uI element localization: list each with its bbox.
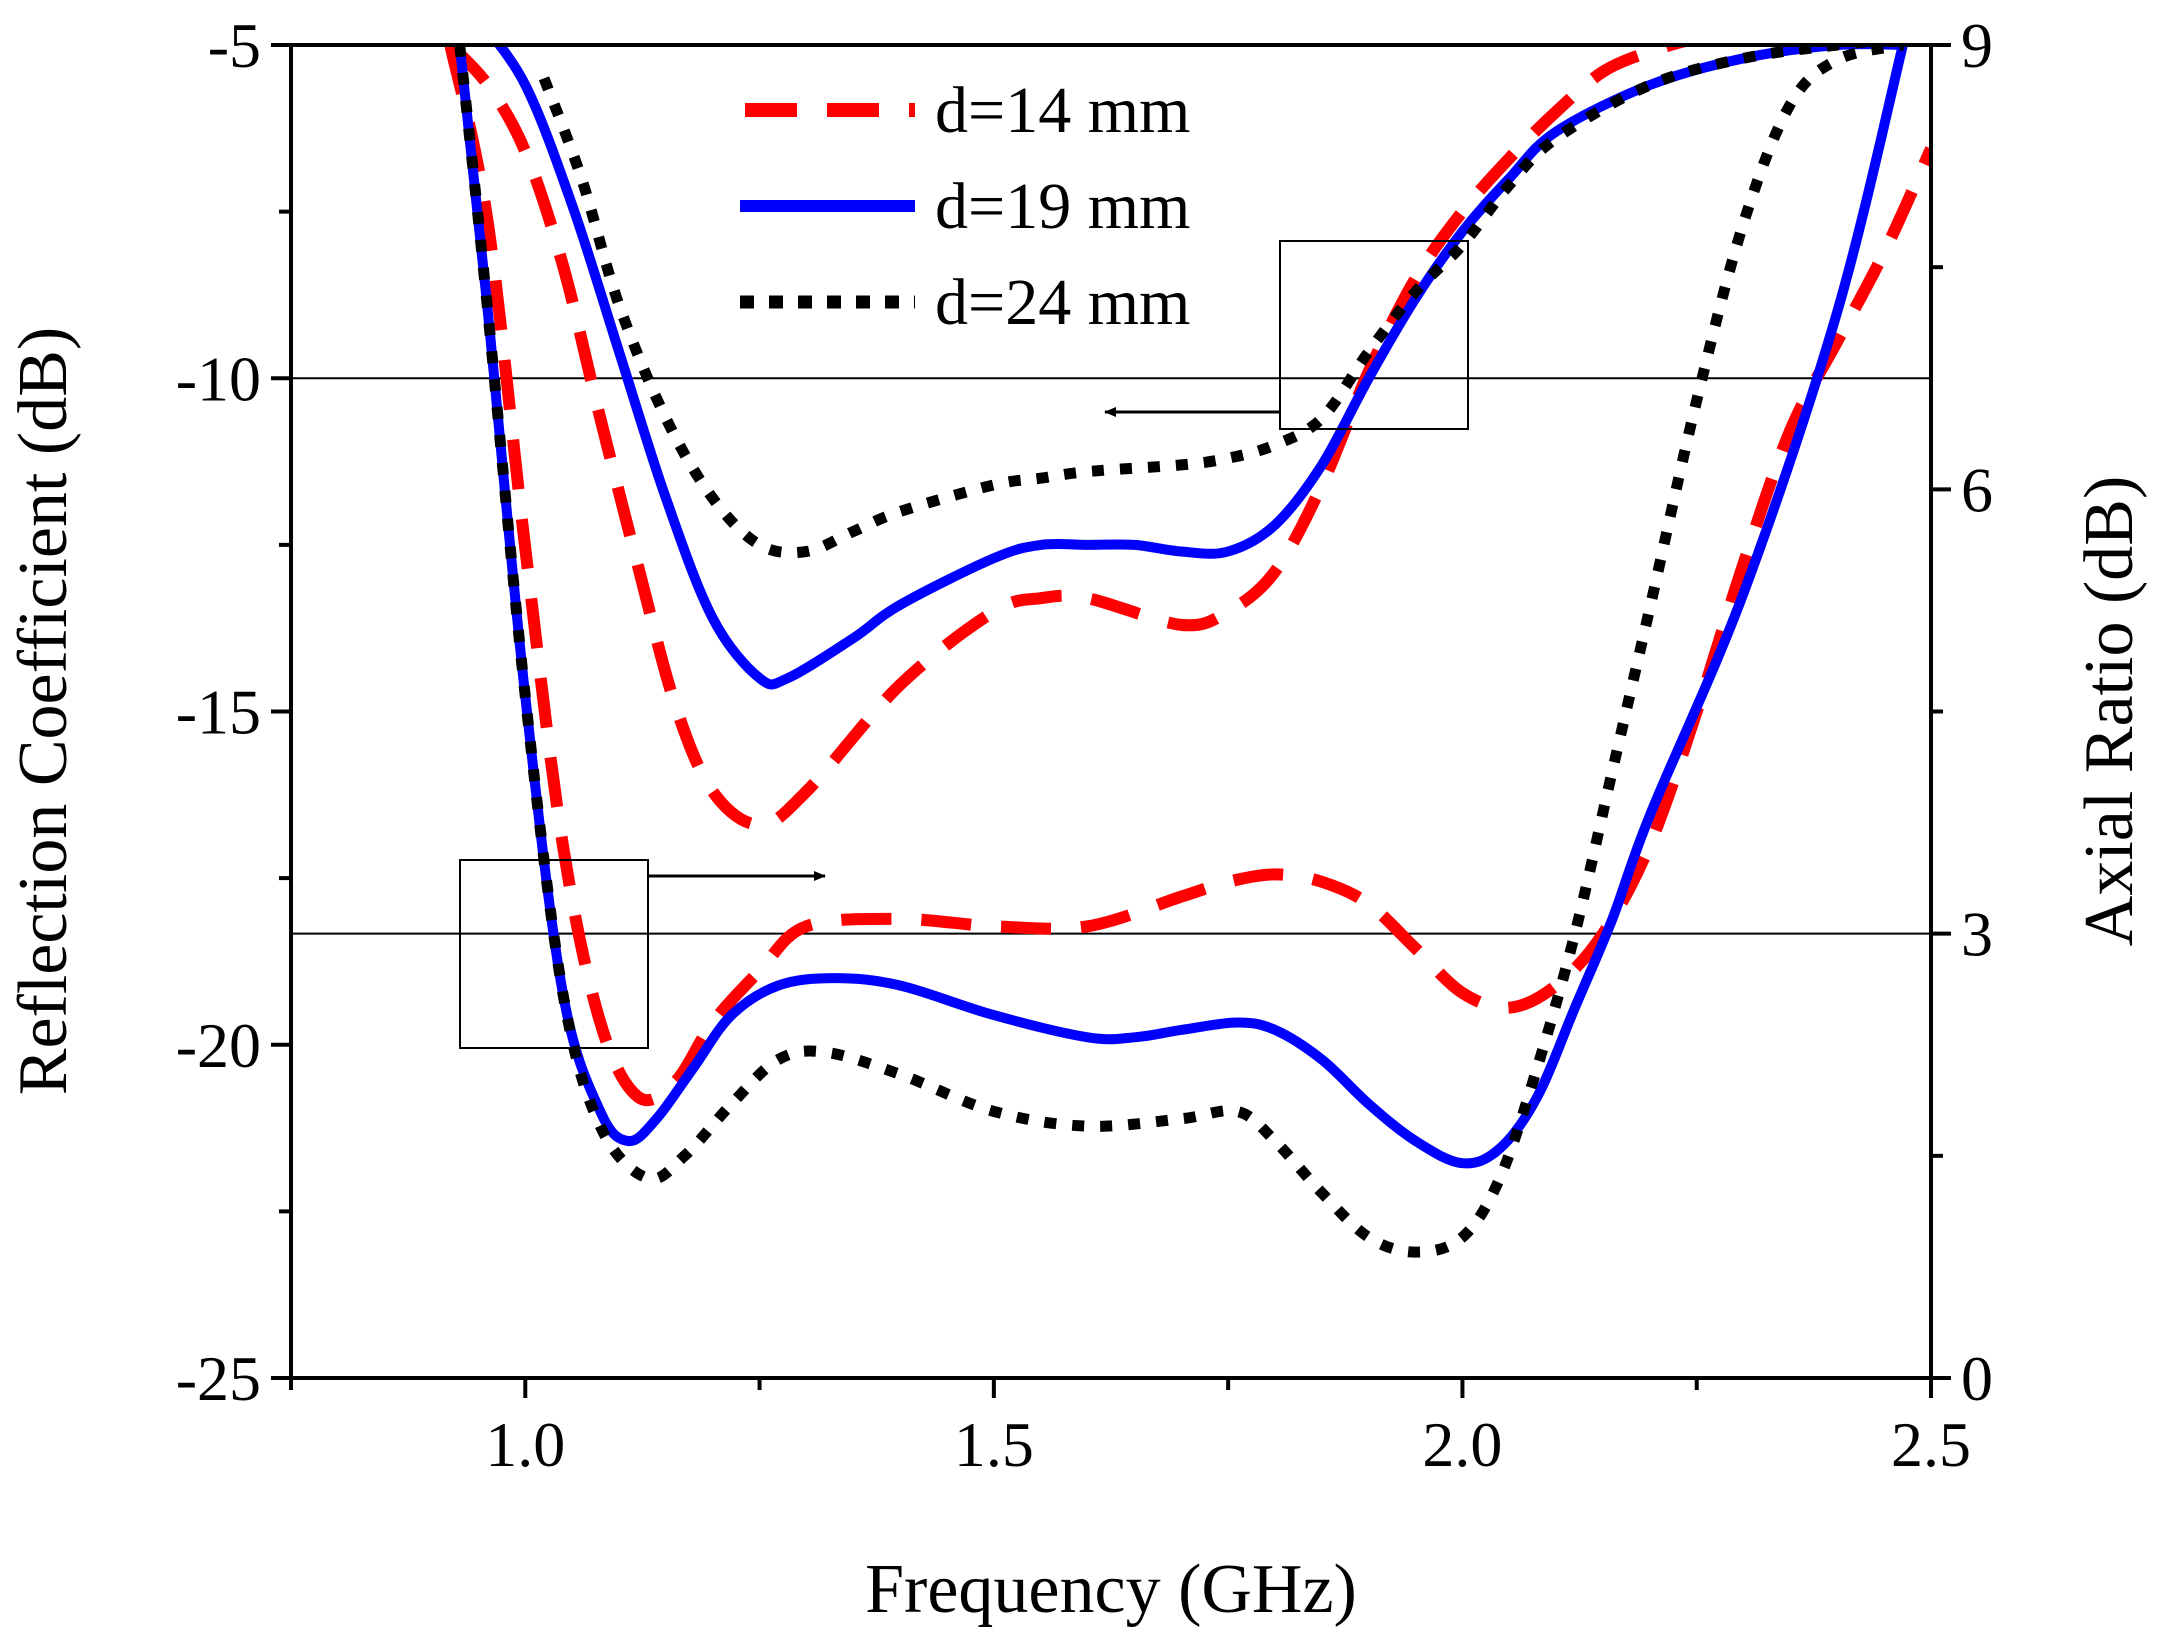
x-tick-label: 2.5 [1891,1409,1971,1480]
series-d14mm-left-axis [445,45,1695,831]
annotation-box-left [1279,240,1469,430]
series-d14mm-right-axis [444,45,1931,1107]
y-right-tick-label: 0 [1961,1343,1993,1414]
legend: d=14 mm d=19 mm d=24 mm [740,74,1190,339]
legend-label-d19: d=19 mm [935,170,1190,243]
ticks: 1.0 1.5 2.0 2.5 -5 -10 -15 -20 -25 9 6 3 0 [176,10,1993,1480]
legend-label-d14: d=14 mm [935,74,1190,147]
y-left-axis-title: Reflection Coefficient (dB) [5,327,82,1095]
x-axis-title: Frequency (GHz) [865,1551,1357,1628]
y-right-tick-label: 6 [1961,454,1993,525]
annotation-box-right [459,859,649,1049]
y-left-tick-label: -10 [176,343,261,414]
x-tick-label: 2.0 [1422,1409,1502,1480]
y-right-tick-label: 3 [1961,899,1993,970]
x-tick-label: 1.0 [485,1409,565,1480]
y-left-tick-label: -20 [176,1010,261,1081]
y-left-tick-label: -25 [176,1343,261,1414]
series-d24mm-left-axis [538,45,1891,559]
y-right-axis-title: Axial Ratio (dB) [2071,476,2148,946]
x-tick-label: 1.5 [954,1409,1034,1480]
annotations [459,240,1469,1049]
series-d19mm-left-axis [493,45,1903,690]
legend-label-d24: d=24 mm [935,266,1190,339]
y-left-tick-label: -5 [208,10,261,81]
series-layer [444,45,1931,1258]
axes-frame [289,43,1933,1380]
series-d24mm-right-axis [454,45,1905,1258]
reference-lines [291,377,1931,935]
y-right-tick-label: 9 [1961,10,1993,81]
y-left-tick-label: -15 [176,677,261,748]
